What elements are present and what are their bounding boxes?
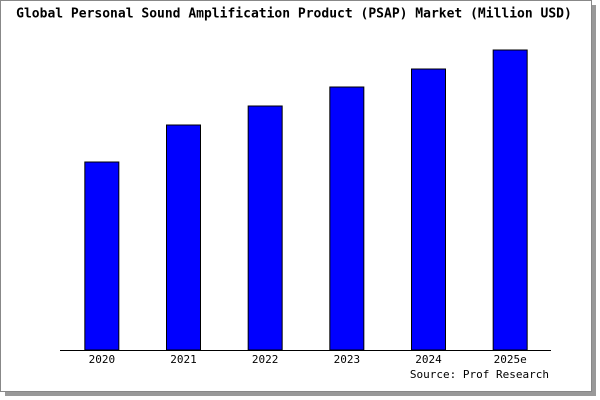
bar: [84, 161, 120, 351]
x-tick-label: 2024: [415, 353, 442, 366]
bar: [411, 68, 446, 351]
x-tick-label: 2025e: [494, 353, 527, 366]
bar: [329, 86, 365, 351]
x-tick-label: 2023: [334, 353, 361, 366]
bar: [492, 49, 528, 351]
x-tick-label: 2020: [89, 353, 116, 366]
x-tick-label: 2021: [170, 353, 197, 366]
source: Source: Prof Research: [410, 368, 549, 381]
bar: [247, 105, 283, 351]
bar: [166, 124, 201, 351]
x-tick-label: 2022: [252, 353, 279, 366]
chart-title: Global Personal Sound Amplification Prod…: [16, 7, 572, 22]
title-group: Global Personal Sound Amplification Prod…: [16, 7, 572, 22]
